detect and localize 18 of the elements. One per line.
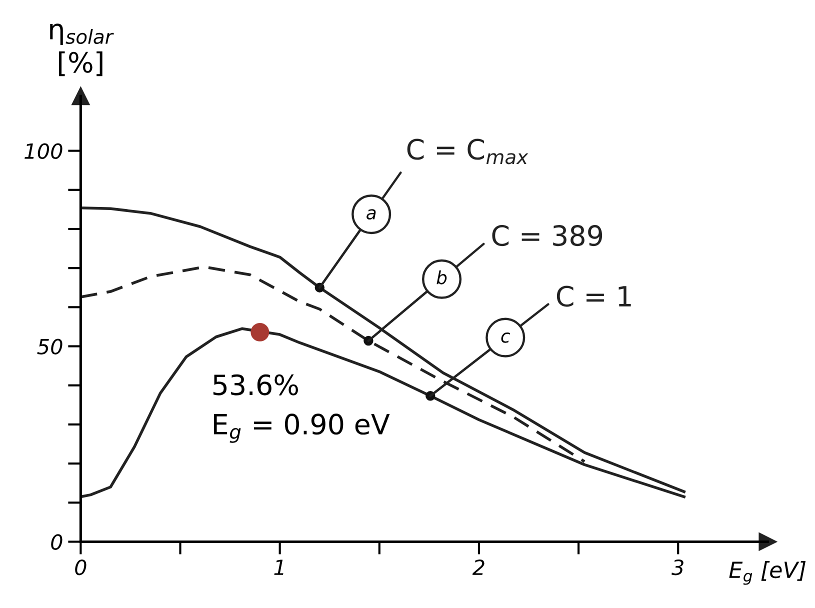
y-tick-label: 50 (37, 338, 62, 354)
text: C = 1 (556, 286, 631, 307)
annotation: c (501, 332, 510, 343)
point (250, 322, 270, 342)
annotation: a (366, 209, 376, 220)
x-tick-label: 3 (672, 559, 684, 576)
line-series (80, 206, 686, 494)
x-axis-title: E$_{g}$ [eV] (729, 561, 806, 585)
text: C = C$_{max}$ (407, 138, 528, 164)
x-tick-label: 1 (274, 560, 284, 575)
y-axis-title: η$_{solar}$ [%] (50, 24, 114, 76)
annotation: 53.6% E$_{g}$ = 0.90 eV (213, 374, 390, 443)
annotation: b (436, 270, 447, 284)
y-tick-label: 100 (24, 143, 62, 160)
text: C = 389 (492, 225, 602, 246)
y-tick-label: 0 (51, 534, 62, 550)
x-tick-label: 2 (472, 559, 484, 575)
x-tick-label: 0 (75, 559, 86, 576)
